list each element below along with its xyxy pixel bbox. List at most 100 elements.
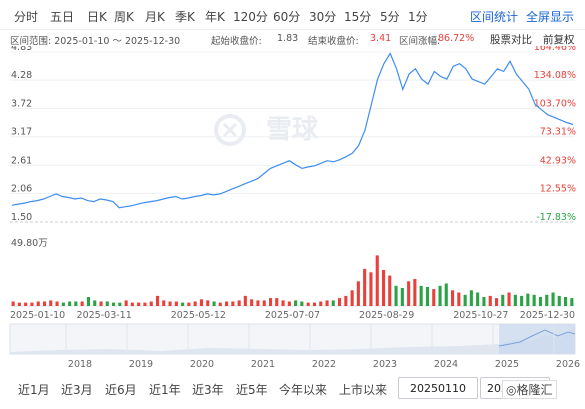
tab-120min[interactable]: 120分 <box>233 10 268 24</box>
volume-bar <box>105 301 109 306</box>
navigator-line <box>498 329 576 347</box>
x-tick: 2025-08-29 <box>359 310 414 321</box>
tab-weekly-k[interactable]: 周K <box>114 10 134 24</box>
volume-bar <box>49 300 53 306</box>
tab-intraday[interactable]: 分时 <box>14 10 39 24</box>
volume-bar <box>55 301 59 306</box>
volume-bar <box>425 286 429 306</box>
volume-bar <box>17 302 21 306</box>
volume-bar <box>495 298 499 306</box>
price-line <box>11 52 574 209</box>
gelonghui-logo-icon: ◎ <box>506 383 517 397</box>
range-3y[interactable]: 近3年 <box>192 383 224 397</box>
volume-bar <box>225 301 229 306</box>
volume-bar <box>319 301 323 306</box>
volume-bar <box>112 302 116 306</box>
volume-bar <box>545 294 549 306</box>
volume-bar <box>300 301 304 306</box>
tab-daily-k[interactable]: 日K <box>87 10 107 24</box>
volume-bar <box>526 293 530 306</box>
volume-bar <box>419 285 423 306</box>
volume-bar <box>520 295 524 306</box>
volume-bar <box>199 299 203 306</box>
navigator-year: 2021 <box>251 359 275 370</box>
range-ytd[interactable]: 今年以来 <box>279 383 328 397</box>
volume-bar <box>281 300 285 306</box>
volume-bar <box>451 290 455 306</box>
volume-bar <box>287 301 291 306</box>
range-label: 区间范围: 2025-01-10 ～ 2025-12-30 <box>10 36 181 47</box>
fullscreen-button[interactable]: 全屏显示 <box>526 10 575 24</box>
tab-60min[interactable]: 60分 <box>273 10 301 24</box>
volume-bars <box>10 255 575 307</box>
x-tick: 2025-07-07 <box>265 310 320 321</box>
start-date-input[interactable] <box>398 377 478 399</box>
volume-bar <box>294 300 298 306</box>
volume-bar <box>269 298 273 306</box>
interval-stats-button[interactable]: 区间统计 <box>470 10 519 24</box>
watermark-logo-icon <box>214 114 246 146</box>
volume-bar <box>432 289 436 306</box>
y-tick-left: 2.06 <box>11 183 32 194</box>
volume-max-label: 49.80万 <box>11 238 48 249</box>
tab-15min[interactable]: 15分 <box>344 10 372 24</box>
x-tick: 2025-12-30 <box>520 310 575 321</box>
range-1y[interactable]: 近1年 <box>149 383 181 397</box>
start-close-label: 起始收盘价: <box>211 36 262 47</box>
volume-bar <box>388 275 392 306</box>
adjust-dropdown[interactable]: 前复权 <box>543 34 575 46</box>
x-axis: 2025-01-10 2025-03-11 2025-05-12 2025-07-07… <box>10 310 575 321</box>
volume-bar <box>168 301 172 306</box>
volume-bar <box>375 255 379 306</box>
range-6m[interactable]: 近6月 <box>105 383 137 397</box>
volume-bar <box>143 302 147 306</box>
navigator-year: 2018 <box>68 359 92 370</box>
tab-30min[interactable]: 30分 <box>309 10 337 24</box>
compare-button[interactable]: 股票对比 <box>490 34 532 46</box>
volume-bar <box>344 295 348 306</box>
period-tab-bar: 分时 五日 日K 周K 月K 季K 年K 120分 60分 30分 15分 5分… <box>0 0 585 30</box>
volume-bar <box>256 300 260 306</box>
volume-bar <box>463 294 467 306</box>
x-tick: 2025-05-12 <box>171 310 226 321</box>
volume-bar <box>564 297 568 306</box>
range-navigator[interactable]: 2018 2019 2020 2021 2022 2023 2024 2025 2026 <box>0 322 585 372</box>
volume-bar <box>306 302 310 306</box>
range-since-listing[interactable]: 上市以来 <box>339 383 388 397</box>
price-chart[interactable]: 雪球 4.834.283.723.172.612.061.50 164.46%1… <box>0 46 585 322</box>
volume-bar <box>338 298 342 306</box>
volume-bar <box>551 292 555 306</box>
tab-yearly-k[interactable]: 年K <box>205 10 225 24</box>
y-tick-left: 3.72 <box>11 99 32 110</box>
range-1m[interactable]: 近1月 <box>18 383 50 397</box>
volume-bar <box>11 301 15 306</box>
tab-monthly-k[interactable]: 月K <box>145 10 165 24</box>
volume-bar <box>382 270 386 306</box>
volume-bar <box>325 300 329 306</box>
volume-bar <box>501 294 505 306</box>
tab-5min[interactable]: 5分 <box>380 10 400 24</box>
volume-bar <box>124 300 128 306</box>
volume-bar <box>350 290 354 306</box>
volume-bar <box>231 301 235 306</box>
tab-1min[interactable]: 1分 <box>408 10 428 24</box>
range-5y[interactable]: 近5年 <box>236 383 268 397</box>
price-series <box>11 52 574 209</box>
volume-bar <box>394 285 398 306</box>
chart-grid <box>10 51 575 223</box>
navigator-years: 2018 2019 2020 2021 2022 2023 2024 2025 2026 <box>65 324 580 370</box>
range-button-bar: 近1月 近3月 近6月 近1年 近3年 近5年 今年以来 上市以来 ◎格隆汇 <box>0 374 585 404</box>
tab-quarterly-k[interactable]: 季K <box>175 10 195 24</box>
volume-bar <box>457 292 461 306</box>
volume-bar <box>262 300 266 306</box>
volume-bar <box>444 283 448 306</box>
navigator-selection[interactable] <box>499 324 575 354</box>
y-tick-left: 2.61 <box>11 155 32 166</box>
range-3m[interactable]: 近3月 <box>61 383 93 397</box>
tab-five-day[interactable]: 五日 <box>50 10 75 24</box>
volume-bar <box>482 297 486 306</box>
volume-bar <box>36 301 40 306</box>
volume-bar <box>218 302 222 306</box>
end-close-value: 3.41 <box>370 33 392 44</box>
navigator-area <box>10 326 575 354</box>
